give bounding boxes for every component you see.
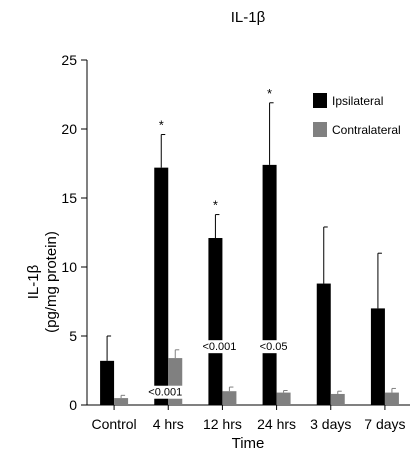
legend-label: Ipsilateral (332, 94, 383, 108)
x-tick-label: 3 days (310, 416, 351, 432)
legend: Ipsilateral Contralateral (313, 93, 401, 137)
bar-contralateral (330, 393, 345, 405)
x-tick-label: 24 hrs (257, 416, 296, 432)
p-value-box (201, 340, 238, 354)
chart-title: IL-1β (231, 9, 266, 26)
bar-contralateral (384, 392, 399, 405)
p-value-label: <0.05 (260, 341, 288, 353)
legend-label: Contralateral (332, 123, 401, 137)
p-value-label: <0.001 (202, 341, 236, 353)
y-tick-label: 20 (61, 121, 77, 137)
y-tick-label: 5 (69, 328, 77, 344)
p-value-box (147, 385, 184, 399)
bar-contralateral (114, 398, 129, 405)
y-axis-label-line: IL-1β (25, 264, 42, 299)
bar-ipsilateral (370, 308, 385, 405)
bar-ipsilateral (100, 360, 115, 405)
bars-group: * * * <0.001 <0.001 <0.05 (100, 86, 399, 405)
y-tick-label: 25 (61, 52, 77, 68)
x-tick-label: 4 hrs (153, 416, 184, 432)
y-tick-label: 15 (61, 190, 77, 206)
y-axis: 0 5 10 15 20 25 (61, 52, 88, 413)
x-tick-label: 7 days (364, 416, 405, 432)
bar-ipsilateral (316, 283, 331, 405)
bar-ipsilateral (208, 238, 223, 405)
x-axis: Control 4 hrs 12 hrs 24 hrs 3 days 7 days (87, 404, 410, 432)
y-axis-label: IL-1β(pg/mg protein) (25, 231, 60, 333)
bar-contralateral (276, 392, 291, 405)
y-tick-label: 10 (61, 259, 77, 275)
x-axis-label: Time (232, 435, 265, 452)
p-value-box (255, 340, 292, 354)
p-value-label: <0.001 (148, 387, 182, 399)
significance-marker: * (267, 86, 272, 101)
bar-contralateral (222, 391, 237, 405)
significance-marker: * (213, 198, 218, 213)
x-tick-label: Control (92, 416, 137, 432)
significance-marker: * (159, 118, 164, 133)
bar-ipsilateral (262, 164, 277, 405)
x-tick-label: 12 hrs (203, 416, 242, 432)
legend-swatch (313, 122, 327, 137)
legend-swatch (313, 93, 327, 108)
y-tick-label: 0 (69, 397, 77, 413)
y-axis-label-line: (pg/mg protein) (43, 231, 60, 333)
bar-ipsilateral (154, 167, 169, 405)
